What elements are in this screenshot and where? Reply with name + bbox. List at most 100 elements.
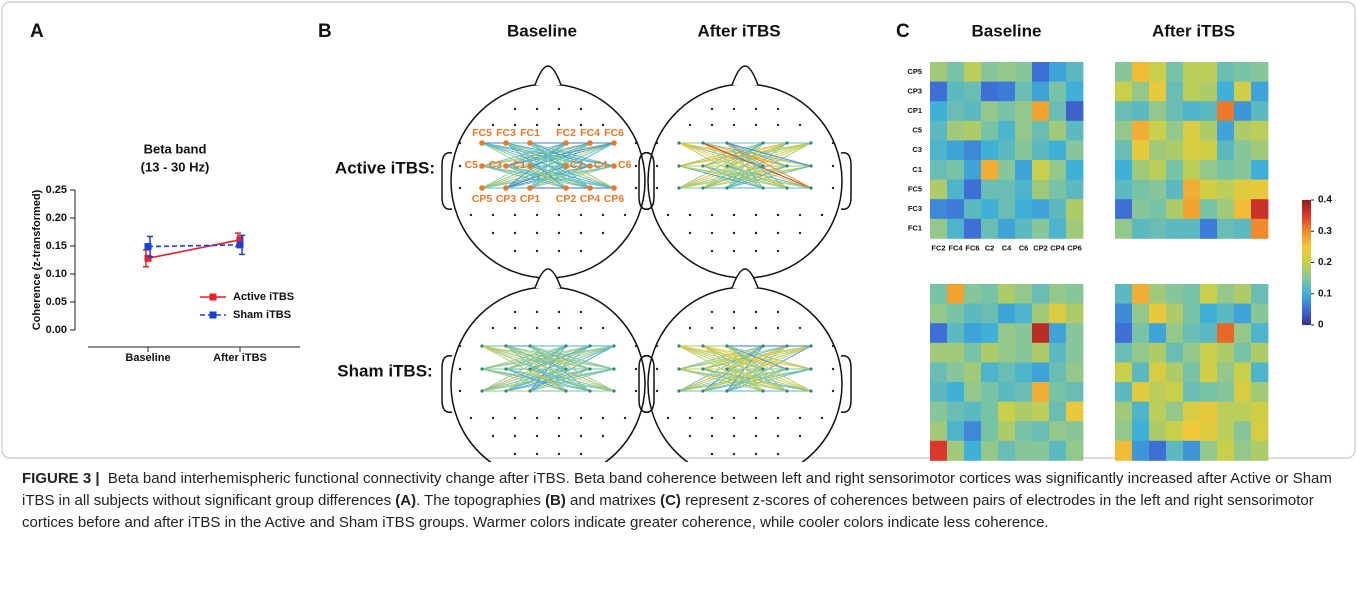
heatmap-cell	[1115, 382, 1132, 402]
heatmap-cell	[998, 304, 1015, 324]
scalp-dot	[656, 165, 658, 167]
heatmap-cell	[1049, 304, 1066, 324]
heatmap-cell	[1166, 160, 1183, 180]
electrode-label: FC4	[580, 127, 600, 139]
heatmap-cell	[1166, 62, 1183, 82]
scalp-dot	[514, 453, 516, 455]
heatmap-cell	[1115, 101, 1132, 121]
x-tick-label: After iTBS	[213, 352, 267, 364]
heatmap-cell	[1015, 304, 1032, 324]
heatmap-cell	[998, 62, 1015, 82]
heatmap-cell	[1200, 101, 1217, 121]
heatmap-cell	[981, 441, 998, 461]
heatmap-cell	[1049, 323, 1066, 343]
scalp-dot	[755, 435, 757, 437]
scalp-dot	[536, 435, 538, 437]
scalp-dot	[821, 417, 823, 419]
heatmap-cell	[1032, 421, 1049, 441]
electrode-label: CP3	[496, 193, 517, 205]
scalp-dot	[777, 108, 779, 110]
heatmap-cell	[1115, 62, 1132, 82]
electrode	[611, 140, 617, 146]
heatmap-cell	[930, 160, 947, 180]
heatmap-cell	[1066, 101, 1083, 121]
electrode-label: CP6	[604, 193, 625, 205]
heatmap-cell	[1200, 402, 1217, 422]
heatmap-cell	[964, 121, 981, 141]
scalp-dot	[635, 187, 637, 189]
scalp-dot	[755, 327, 757, 329]
scalp-dot	[689, 327, 691, 329]
heatmap-cell	[1200, 180, 1217, 200]
scalp-dot	[777, 435, 779, 437]
heatmap-cell	[1234, 140, 1251, 160]
electrode-label: FC5	[472, 127, 492, 139]
scalp-dot	[711, 435, 713, 437]
heatmap-cell	[1066, 180, 1083, 200]
scalp-dot	[733, 232, 735, 234]
heatmap-cell	[1149, 304, 1166, 324]
heatmap-cell	[1049, 180, 1066, 200]
heatmap-cell	[1251, 323, 1268, 343]
heatmap-cell	[1200, 362, 1217, 382]
heatmap-cell	[1234, 362, 1251, 382]
heatmap-cell	[1066, 160, 1083, 180]
heatmap-cell	[1217, 402, 1234, 422]
heatmap-cell	[1183, 284, 1200, 304]
y-tick-label: FC5	[908, 184, 922, 193]
scalp-dot	[459, 345, 461, 347]
scalp-dot	[580, 417, 582, 419]
heatmap-cell	[1132, 421, 1149, 441]
page: ABeta band(13 - 30 Hz)Coherence (z-trans…	[0, 0, 1358, 612]
heatmap-cell	[1166, 304, 1183, 324]
heatmap-cell	[998, 140, 1015, 160]
legend-label: Active iTBS	[233, 291, 294, 303]
scalp-dot	[514, 327, 516, 329]
electrode-label: C3	[489, 159, 503, 171]
electrode	[612, 344, 615, 347]
heatmap-cell	[1166, 180, 1183, 200]
heatmap-cell	[1049, 62, 1066, 82]
heatmap-cell	[1200, 323, 1217, 343]
heatmap-cell	[1015, 284, 1032, 304]
heatmap-cell	[1217, 199, 1234, 219]
heatmap-cell	[1015, 62, 1032, 82]
electrode-label: CP1	[520, 193, 541, 205]
heatmap-cell	[964, 219, 981, 239]
scalp-dot	[492, 214, 494, 216]
y-tick-label: C1	[912, 165, 922, 174]
row-title: Sham iTBS:	[337, 361, 432, 380]
heatmap-cell	[1200, 284, 1217, 304]
scalp-dot	[459, 390, 461, 392]
heatmap-cell	[1251, 180, 1268, 200]
electrode	[503, 185, 509, 191]
heatmap-cell	[964, 140, 981, 160]
heatmap-cell	[1115, 323, 1132, 343]
heatmap-cell	[998, 323, 1015, 343]
heatmap-cell	[1149, 140, 1166, 160]
electrode-label: C6	[618, 159, 632, 171]
scalp-dot	[624, 214, 626, 216]
heatmap-cell	[964, 304, 981, 324]
scalp-dot	[558, 250, 560, 252]
heatmap-cell	[1032, 199, 1049, 219]
heatmap-cell	[981, 199, 998, 219]
heatmap-cell	[1183, 140, 1200, 160]
heatmap-cell	[1015, 421, 1032, 441]
scalp-dot	[755, 232, 757, 234]
scalp-dot	[656, 187, 658, 189]
chart-title: Beta band	[144, 141, 207, 156]
heatmap-cell	[1132, 180, 1149, 200]
electrode-label: C2	[570, 159, 584, 171]
electrode	[677, 164, 680, 167]
heatmap-cell	[1066, 140, 1083, 160]
y-tick-label: 0.00	[46, 324, 67, 336]
scalp-dot	[667, 214, 669, 216]
electrode-label: FC2	[556, 127, 576, 139]
heatmap-cell	[1032, 402, 1049, 422]
heatmap-cell	[1251, 160, 1268, 180]
heatmap-cell	[1166, 82, 1183, 102]
heatmap-cell	[1217, 323, 1234, 343]
heatmap-cell	[1132, 219, 1149, 239]
heatmap-cell	[1234, 82, 1251, 102]
